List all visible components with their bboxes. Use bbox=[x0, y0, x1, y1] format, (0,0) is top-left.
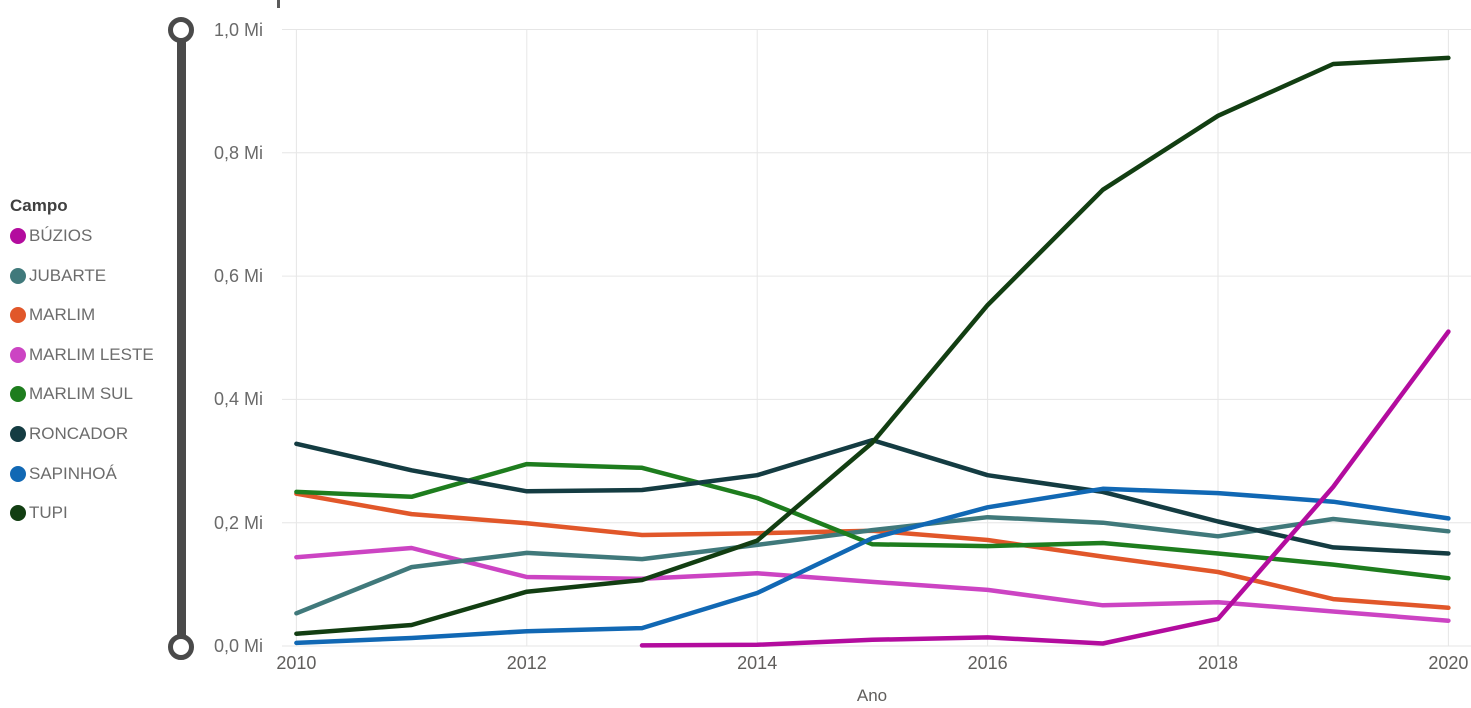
legend-items: BÚZIOS JUBARTE MARLIM MARLIM LESTE MARLIM SU… bbox=[10, 226, 190, 523]
legend-dot bbox=[10, 346, 26, 363]
y-tick-label: 0,2 Mi bbox=[213, 512, 263, 533]
legend-item-sapinhoa[interactable]: SAPINHOÁ bbox=[10, 464, 190, 484]
legend-title: Campo bbox=[10, 196, 68, 215]
legend-item-marlim[interactable]: MARLIM bbox=[10, 305, 190, 325]
line-marlim-leste[interactable] bbox=[294, 545, 1451, 623]
legend-dot bbox=[10, 505, 26, 522]
legend-dot bbox=[10, 465, 26, 482]
x-tick-label: 2010 bbox=[276, 653, 317, 673]
legend: Campo BÚZIOS JUBARTE MARLIM MARLIM LESTE MAR… bbox=[10, 195, 190, 543]
legend-item-label: JUBARTE bbox=[29, 265, 107, 285]
legend-item-label: MARLIM SUL bbox=[29, 384, 133, 404]
line-jubarte[interactable] bbox=[294, 514, 1451, 616]
line-sapinhoa[interactable] bbox=[294, 486, 1451, 646]
legend-item-label: BÚZIOS bbox=[29, 226, 93, 245]
y-tick-label: 0,6 Mi bbox=[213, 266, 263, 287]
legend-item-label: RONCADOR bbox=[29, 423, 129, 443]
legend-item-buzios[interactable]: BÚZIOS bbox=[10, 226, 190, 246]
legend-item-marlim-leste[interactable]: MARLIM LESTE bbox=[10, 345, 190, 365]
x-tick-label: 2016 bbox=[967, 653, 1008, 673]
line-buzios[interactable] bbox=[639, 329, 1451, 648]
legend-dot bbox=[10, 386, 26, 403]
legend-item-tupi[interactable]: TUPI bbox=[10, 503, 190, 523]
legend-dot bbox=[10, 228, 26, 244]
cropped-text-remnant bbox=[277, 0, 280, 8]
line-marlim-sul[interactable] bbox=[294, 461, 1451, 581]
x-axis-title: Ano bbox=[856, 686, 888, 705]
line-tupi[interactable] bbox=[294, 55, 1451, 636]
y-tick-label: 1,0 Mi bbox=[213, 19, 263, 40]
legend-item-label: SAPINHOÁ bbox=[29, 463, 117, 483]
x-tick-label: 2012 bbox=[506, 653, 547, 673]
x-tick-label: 2018 bbox=[1197, 653, 1239, 673]
legend-dot bbox=[10, 425, 26, 442]
legend-item-marlim-sul[interactable]: MARLIM SUL bbox=[10, 384, 190, 404]
y-tick-label: 0,0 Mi bbox=[213, 636, 263, 656]
y-tick-label: 0,4 Mi bbox=[213, 389, 263, 410]
x-tick-label: 2014 bbox=[737, 653, 778, 673]
legend-item-roncador[interactable]: RONCADOR bbox=[10, 424, 190, 444]
legend-dot bbox=[10, 307, 26, 324]
slider-top-handle[interactable] bbox=[168, 17, 194, 43]
y-tick-label: 0,8 Mi bbox=[213, 142, 263, 163]
legend-item-label: MARLIM LESTE bbox=[29, 344, 154, 364]
slider-track[interactable] bbox=[177, 36, 186, 640]
legend-dot bbox=[10, 267, 26, 284]
x-tick-label: 2020 bbox=[1428, 653, 1469, 673]
legend-item-jubarte[interactable]: JUBARTE bbox=[10, 266, 190, 286]
legend-item-label: MARLIM bbox=[29, 305, 96, 325]
slider-bottom-handle[interactable] bbox=[168, 634, 194, 660]
legend-item-label: TUPI bbox=[29, 503, 68, 523]
